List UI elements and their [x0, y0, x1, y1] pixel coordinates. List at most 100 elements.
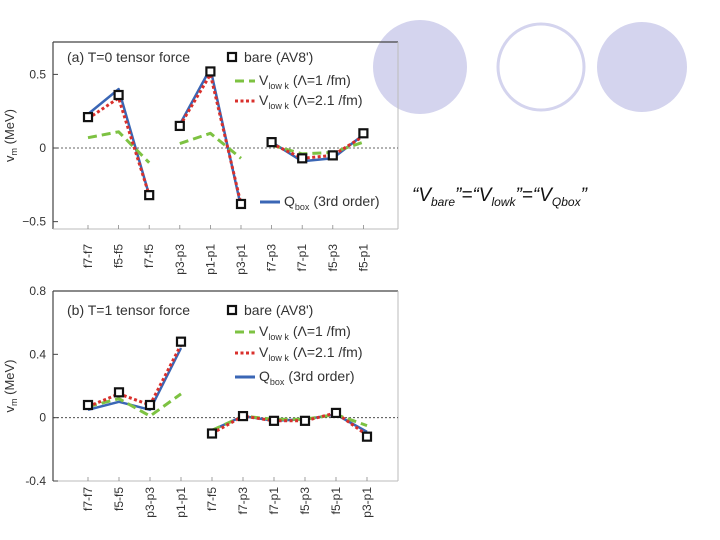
y-axis-label: vm (MeV) — [2, 109, 19, 162]
bare-data-point — [235, 198, 247, 210]
eq-part-3: ”=“V — [515, 185, 552, 206]
x-tick-label: p3-p3 — [143, 487, 157, 518]
bare-data-point — [297, 153, 308, 164]
bare-data-point — [174, 120, 185, 132]
eq-sub-bare: bare — [431, 194, 456, 209]
legend-bare-marker — [226, 51, 238, 63]
x-tick-label: f7-p3 — [265, 244, 279, 272]
bare-data-point — [113, 89, 124, 101]
legend-vlowk-1-tail: (Λ=1 /fm) — [293, 72, 351, 88]
y-axis-label-unit: (MeV) — [2, 360, 17, 399]
legend-qbox-label: Qbox (3rd order) — [259, 368, 355, 387]
y-tick-label: 0.4 — [29, 347, 46, 361]
decor-circle-right — [597, 22, 687, 112]
legend-vlowk-2-1-tail: (Λ=2.1 /fm) — [293, 92, 363, 108]
legend-qbox-tail: (3rd order) — [288, 368, 354, 384]
series-line-solid — [178, 67, 243, 208]
series-line-dot — [270, 134, 365, 160]
legend-vlowk-2-1-tail: (Λ=2.1 /fm) — [293, 344, 363, 360]
y-tick-label: 0.5 — [29, 67, 46, 81]
bare-data-point — [144, 399, 156, 411]
x-tick-label: p3-p1 — [360, 487, 374, 518]
legend-vlowk-1-tail: (Λ=1 /fm) — [293, 323, 351, 339]
y-tick-label: 0.8 — [29, 284, 46, 298]
bare-data-point — [330, 407, 342, 419]
series-line-dash — [87, 130, 151, 164]
series-line-dot — [178, 72, 243, 205]
legend-qbox-tail: (3rd order) — [313, 193, 379, 209]
decor-circle-middle — [496, 22, 586, 112]
bare-data-point — [327, 150, 338, 161]
eq-part-1: “V — [412, 185, 431, 206]
legend: bare (AV8')Vlow k (Λ=1 /fm)Vlow k (Λ=2.1 /… — [226, 49, 380, 212]
x-tick-label: f5-p3 — [326, 244, 340, 272]
legend-qbox-sub: box — [295, 202, 310, 212]
legend-bare-label: bare (AV8') — [244, 49, 313, 65]
bare-data-point — [268, 415, 280, 426]
x-tick-label: f5-f5 — [112, 487, 126, 511]
series-line-dash — [271, 140, 364, 156]
eq-sub-qbox: Qbox — [551, 194, 581, 209]
chart-panel-b: -0.4 0 0.4 0.8 vm (MeV) f7-f7 f5-f5 p3-p3 p1-p1 f… — [2, 284, 399, 518]
legend-bare-marker — [226, 304, 238, 316]
x-tick-label: f5-p3 — [298, 487, 312, 515]
bare-data-point — [175, 336, 187, 347]
legend: bare (AV8')Vlow k (Λ=1 /fm)Vlow k (Λ=2.1 /… — [226, 302, 363, 387]
bare-data-point — [82, 111, 94, 123]
series-line-dash — [179, 131, 242, 160]
chart-panel-a: −0.5 0 0.5 vm (MeV) f7-f7 f5-f5 f7-f5 p3-p3 p1-p… — [2, 41, 399, 275]
x-tick-label: f7-p1 — [267, 487, 281, 515]
bare-data-point — [266, 137, 277, 148]
y-tick-label: -0.4 — [25, 474, 46, 488]
chart-title: (b) T=1 tensor force — [67, 302, 190, 318]
legend-vlowk-1-sub: low k — [268, 81, 289, 91]
bare-data-point — [358, 128, 369, 139]
bare-data-point — [113, 387, 125, 398]
bare-data-point — [299, 415, 311, 426]
x-tick-label: p3-p1 — [234, 244, 248, 275]
eq-sub-lowk: lowk — [491, 194, 516, 209]
x-tick-label: f7-f5 — [142, 244, 156, 268]
y-axis-label-sub: m — [9, 399, 19, 407]
legend-vlowk-2-1-label: Vlow k (Λ=2.1 /fm) — [259, 92, 363, 111]
bare-data-point — [144, 190, 155, 201]
legend-bare-label: bare (AV8') — [244, 302, 313, 318]
chart-title: (a) T=0 tensor force — [67, 49, 190, 65]
legend-vlowk-2-1-sub: low k — [268, 101, 289, 111]
y-tick-label: 0 — [39, 411, 46, 425]
legend-vlowk-1-label: Vlow k (Λ=1 /fm) — [259, 323, 351, 342]
x-tick-label: p1-p1 — [174, 487, 188, 518]
y-axis-label-unit: (MeV) — [2, 109, 17, 148]
bare-data-point — [205, 66, 216, 77]
legend-vlowk-1-sub: low k — [268, 332, 289, 342]
x-tick-label: f5-p1 — [329, 487, 343, 515]
x-tick-label: f5-f5 — [112, 244, 126, 268]
y-axis-label: vm (MeV) — [2, 360, 19, 413]
eq-part-4: ” — [580, 185, 587, 206]
decor-circle-left — [373, 20, 467, 114]
decorative-circles — [373, 20, 687, 114]
legend-vlowk-2-1-label: Vlow k (Λ=2.1 /fm) — [259, 344, 363, 363]
bare-data-point — [82, 399, 94, 411]
equality-statement: “Vbare”=“Vlowk”=“VQbox” — [412, 185, 587, 209]
series-line-dot — [87, 344, 183, 408]
y-tick-label: −0.5 — [22, 215, 46, 229]
y-tick-label: 0 — [39, 141, 46, 155]
bare-data-point — [361, 431, 373, 442]
legend-vlowk-1-label: Vlow k (Λ=1 /fm) — [259, 72, 351, 91]
legend-qbox-sub: box — [270, 377, 285, 387]
bare-data-point — [237, 410, 249, 422]
x-tick-label: f7-p3 — [236, 487, 250, 515]
bare-data-point — [206, 428, 218, 439]
x-tick-label: f7-p1 — [295, 244, 309, 272]
x-tick-label: f7-f7 — [81, 487, 95, 511]
series-line-dot — [211, 411, 368, 437]
x-tick-label: f7-f7 — [81, 244, 95, 268]
x-tick-label: p3-p3 — [173, 244, 187, 275]
x-tick-label: p1-p1 — [203, 244, 217, 275]
series-line-solid — [87, 87, 151, 196]
legend-vlowk-2-1-sub: low k — [268, 353, 289, 363]
series-line-dash — [87, 392, 182, 418]
legend-qbox-label: Qbox (3rd order) — [284, 193, 380, 212]
